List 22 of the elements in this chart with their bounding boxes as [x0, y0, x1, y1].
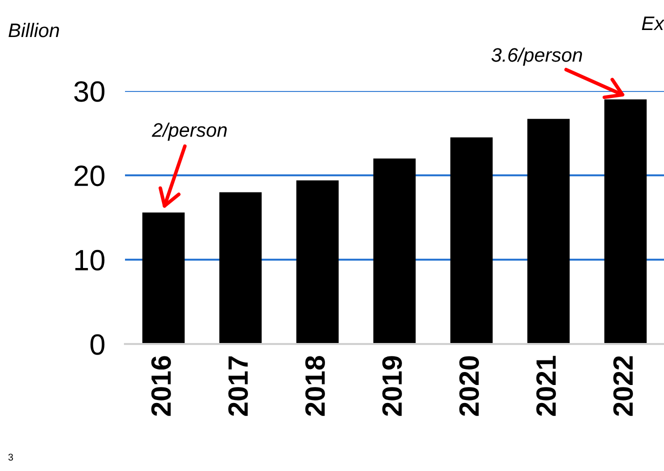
x-tick-label: 2018 [305, 356, 325, 416]
bar [296, 180, 339, 344]
bar [373, 158, 416, 344]
y-tick-label: 30 [74, 81, 104, 102]
bar [604, 99, 647, 344]
annotation: 2/person [152, 122, 227, 141]
x-tick-label: 2020 [459, 356, 479, 416]
x-tick-label: 2016 [151, 356, 171, 416]
bar [142, 212, 185, 344]
x-tick-label: 2017 [228, 356, 248, 416]
annotation: 3.6/person [491, 48, 582, 66]
y-tick-label: 20 [74, 166, 104, 186]
bar [450, 137, 493, 344]
text: 3 [8, 454, 13, 461]
x-tick-label: 2019 [382, 356, 402, 416]
x-tick-label: 2021 [536, 356, 556, 416]
y-tick-label: 0 [90, 334, 104, 355]
y-axis-title: Billion [8, 22, 59, 38]
x-tick-label: 2022 [613, 356, 633, 416]
bar [527, 118, 570, 344]
bar [219, 192, 262, 344]
y-tick-label: 10 [75, 250, 104, 271]
